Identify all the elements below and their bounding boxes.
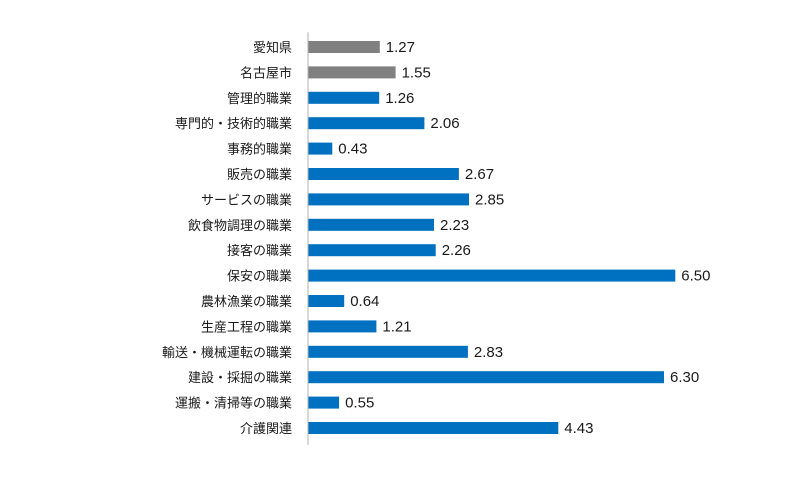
bars-group bbox=[308, 41, 676, 434]
category-label-14: 運搬・清掃等の職業 bbox=[175, 396, 292, 412]
value-label-4: 0.43 bbox=[338, 141, 367, 158]
value-label-6: 2.85 bbox=[475, 191, 504, 208]
category-label-3: 専門的・技術的職業 bbox=[175, 116, 292, 132]
bar-12 bbox=[308, 345, 468, 358]
bar-10 bbox=[308, 295, 345, 307]
bar-6 bbox=[308, 193, 469, 206]
value-label-12: 2.83 bbox=[474, 344, 503, 361]
category-label-11: 生産工程の職業 bbox=[201, 319, 292, 335]
category-label-10: 農林漁業の職業 bbox=[201, 294, 292, 310]
bar-2 bbox=[308, 91, 380, 104]
category-label-6: サービスの職業 bbox=[201, 192, 292, 208]
category-label-7: 飲食物調理の職業 bbox=[188, 218, 292, 234]
value-label-13: 6.30 bbox=[670, 369, 699, 386]
category-label-13: 建設・採掘の職業 bbox=[188, 370, 292, 386]
value-label-8: 2.26 bbox=[442, 242, 471, 259]
value-label-9: 6.50 bbox=[681, 268, 710, 285]
value-label-15: 4.43 bbox=[564, 420, 593, 437]
bar-8 bbox=[308, 244, 436, 257]
category-labels-group: 愛知県名古屋市管理的職業専門的・技術的職業事務的職業販売の職業サービスの職業飲食… bbox=[162, 40, 292, 437]
bar-14 bbox=[308, 396, 340, 409]
category-label-15: 介護関連 bbox=[240, 421, 292, 437]
value-labels-group: 1.27 1.55 1.26 2.06 0.43 2.67 2.85 2.23 2.26 6.50… bbox=[338, 39, 710, 437]
bar-5 bbox=[308, 168, 459, 180]
bar-4 bbox=[308, 142, 333, 155]
category-label-0: 愛知県 bbox=[253, 40, 292, 56]
value-label-5: 2.67 bbox=[465, 166, 494, 183]
category-label-1: 名古屋市 bbox=[240, 65, 292, 81]
bar-0 bbox=[308, 41, 380, 53]
value-label-10: 0.64 bbox=[350, 293, 379, 310]
category-label-5: 販売の職業 bbox=[227, 167, 292, 183]
bar-15 bbox=[308, 422, 559, 434]
bar-3 bbox=[308, 117, 425, 130]
value-label-14: 0.55 bbox=[345, 395, 374, 412]
category-label-12: 輸送・機械運転の職業 bbox=[162, 345, 292, 361]
value-label-3: 2.06 bbox=[430, 115, 459, 132]
value-label-2: 1.26 bbox=[385, 90, 414, 107]
bar-7 bbox=[308, 218, 434, 231]
value-label-1: 1.55 bbox=[402, 64, 431, 81]
value-label-0: 1.27 bbox=[386, 39, 415, 56]
category-label-8: 接客の職業 bbox=[227, 243, 292, 259]
value-label-7: 2.23 bbox=[440, 217, 469, 234]
bar-13 bbox=[308, 371, 664, 384]
value-label-11: 1.21 bbox=[382, 318, 411, 335]
category-label-2: 管理的職業 bbox=[227, 91, 292, 107]
bar-1 bbox=[308, 66, 396, 79]
bar-9 bbox=[308, 269, 676, 282]
bar-11 bbox=[308, 320, 377, 333]
category-label-9: 保安の職業 bbox=[227, 269, 292, 285]
category-label-4: 事務的職業 bbox=[227, 142, 292, 158]
